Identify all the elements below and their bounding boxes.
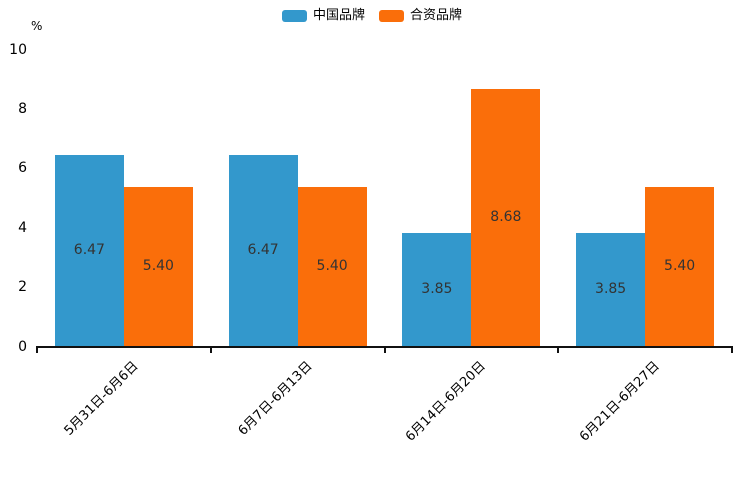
y-tick-label: 6	[18, 160, 27, 177]
x-tick-label: 5月31日-6月6日	[61, 358, 142, 439]
y-tick-label: 8	[18, 100, 27, 117]
bar-china-brands	[402, 232, 472, 347]
x-axis-tick	[731, 348, 733, 353]
legend-label-china-brands: 中国品牌	[312, 8, 365, 23]
legend-item-china-brands: 中国品牌	[281, 7, 365, 25]
x-axis-line	[36, 346, 733, 348]
bar-value-label: 5.40	[142, 257, 174, 274]
y-tick-label: 4	[18, 219, 27, 236]
x-tick-label: 6月7日-6月13日	[235, 358, 316, 439]
x-axis-tick	[209, 348, 212, 353]
bar-joint-venture-brands	[123, 186, 193, 347]
bar-value-label: 3.85	[421, 280, 453, 297]
y-tick-label: 2	[18, 279, 27, 296]
bar-china-brands	[54, 154, 124, 347]
bar-value-label: 5.40	[316, 257, 348, 274]
x-tick-label: 6月21日-6月27日	[576, 358, 663, 445]
legend-swatch-china-brands-icon	[281, 10, 307, 22]
y-tick-label: 10	[9, 41, 27, 58]
legend-item-joint-venture-brands: 合资品牌	[379, 7, 462, 25]
bar-joint-venture-brands	[645, 186, 715, 347]
bar-china-brands	[228, 154, 298, 347]
bar-value-label: 6.47	[247, 241, 279, 258]
bar-china-brands	[576, 232, 646, 347]
x-tick-label: 6月14日-6月20日	[403, 358, 489, 445]
legend-label-joint-venture-brands: 合资品牌	[410, 8, 463, 23]
bar-value-label: 5.40	[664, 257, 696, 274]
bar-value-label: 8.68	[490, 209, 522, 226]
chart-legend: 中国品牌 合资品牌	[0, 7, 744, 25]
x-axis-tick	[383, 348, 386, 353]
bar-value-label: 6.47	[73, 241, 105, 258]
x-axis-tick	[557, 348, 560, 353]
legend-swatch-joint-venture-brands-icon	[379, 10, 404, 22]
bar-value-label: 3.85	[595, 280, 627, 297]
y-axis-unit-label: %	[31, 19, 43, 33]
y-tick-label: 0	[18, 338, 27, 355]
x-axis-tick	[36, 348, 38, 353]
bar-joint-venture-brands	[297, 186, 367, 347]
bar-joint-venture-brands	[471, 89, 541, 347]
